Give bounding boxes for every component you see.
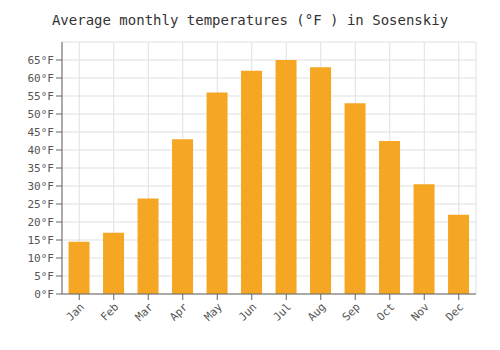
- svg-text:Jun: Jun: [236, 300, 259, 323]
- svg-text:Nov: Nov: [409, 300, 433, 324]
- svg-text:20°F: 20°F: [28, 216, 55, 229]
- svg-text:40°F: 40°F: [28, 144, 55, 157]
- svg-text:65°F: 65°F: [28, 54, 55, 67]
- svg-text:Sep: Sep: [340, 300, 363, 323]
- svg-text:10°F: 10°F: [28, 252, 55, 265]
- svg-text:25°F: 25°F: [28, 198, 55, 211]
- svg-text:Aug: Aug: [305, 300, 328, 323]
- svg-text:45°F: 45°F: [28, 126, 55, 139]
- svg-text:Apr: Apr: [167, 300, 191, 324]
- svg-text:55°F: 55°F: [28, 90, 55, 103]
- svg-text:60°F: 60°F: [28, 72, 55, 85]
- svg-text:0°F: 0°F: [34, 288, 54, 301]
- svg-text:5°F: 5°F: [34, 270, 54, 283]
- svg-text:35°F: 35°F: [28, 162, 55, 175]
- svg-text:Jul: Jul: [271, 300, 294, 323]
- svg-text:Feb: Feb: [98, 300, 121, 323]
- svg-text:15°F: 15°F: [28, 234, 55, 247]
- svg-text:Mar: Mar: [133, 300, 157, 324]
- svg-text:Jan: Jan: [64, 300, 87, 323]
- svg-text:30°F: 30°F: [28, 180, 55, 193]
- svg-text:Dec: Dec: [443, 300, 466, 323]
- html-text:Average monthly temperatures (: Average monthly temperatures (°F ) in So…: [51, 12, 449, 28]
- svg-text:Oct: Oct: [374, 300, 397, 323]
- svg-text:May: May: [202, 300, 226, 324]
- svg-text:50°F: 50°F: [28, 108, 55, 121]
